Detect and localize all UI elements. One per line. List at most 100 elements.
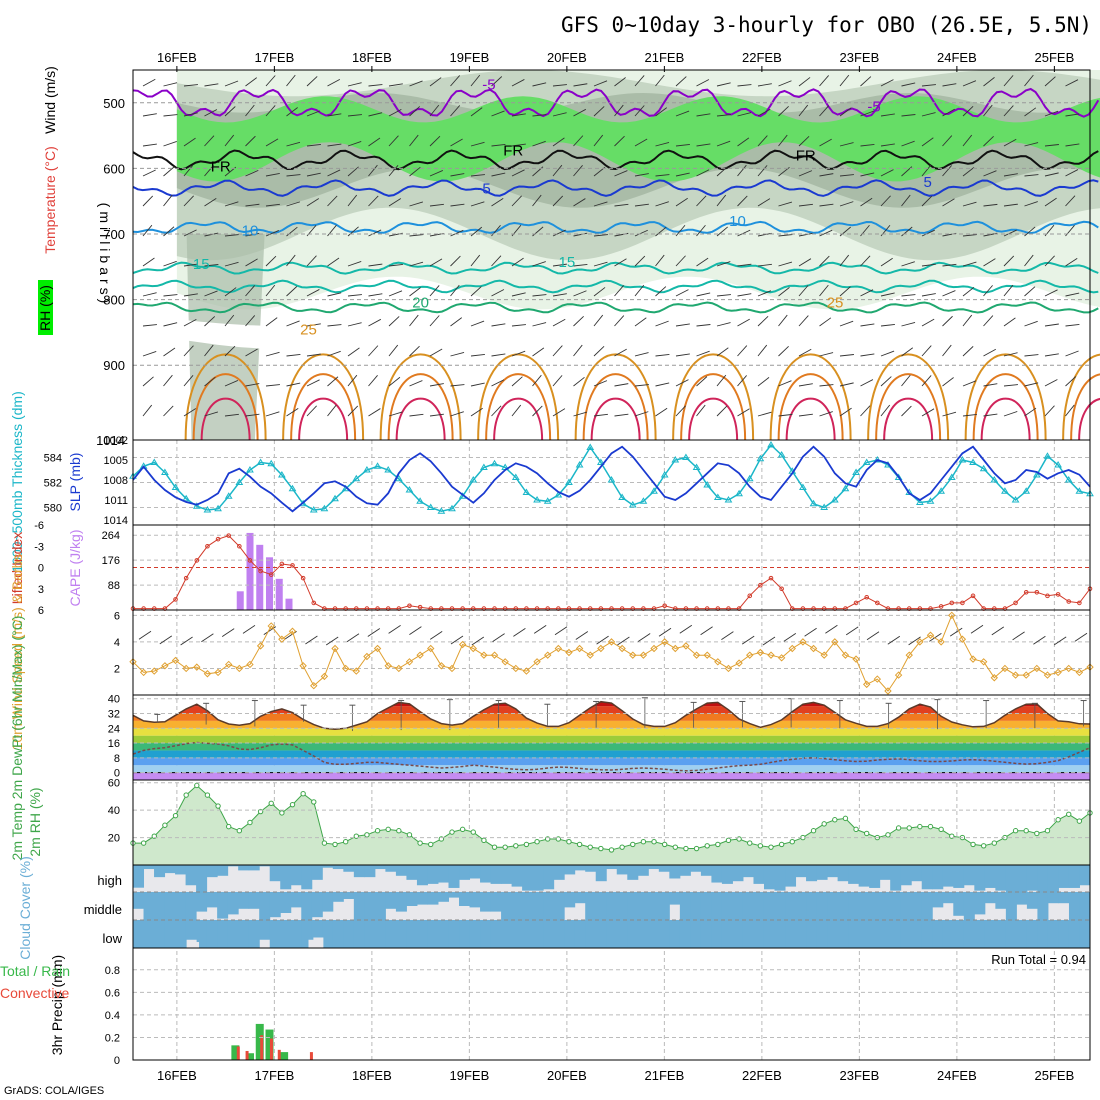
wind-barb (921, 293, 936, 297)
temp-band (133, 750, 1090, 758)
wind-barb (327, 195, 338, 207)
cloud-cell (995, 892, 1007, 909)
wind-speed-marker (416, 651, 424, 659)
wind-barb (880, 113, 895, 117)
wind-barb (552, 195, 564, 207)
wind-barb (737, 84, 752, 87)
wind-barb (286, 107, 298, 117)
temp-band (133, 757, 1090, 766)
rh-marker (725, 837, 732, 844)
wind-barb (839, 107, 852, 117)
wind-barb (962, 413, 977, 417)
cloud-cell (511, 892, 523, 920)
cloud-cell (585, 865, 597, 872)
precip-total-bar (265, 1029, 274, 1060)
lifted-marker (300, 575, 306, 581)
wind-barb (388, 83, 403, 87)
warm-contour (883, 397, 934, 441)
wind-speed-marker (671, 644, 680, 653)
wind-barb (163, 347, 176, 357)
wind-barb (183, 137, 196, 147)
warm-contour (875, 373, 942, 441)
wind-barb (1044, 255, 1055, 267)
wind-barb (388, 290, 403, 297)
isotherm-line (132, 301, 1099, 314)
wind-speed-marker (395, 664, 403, 673)
cloud-cell (627, 920, 639, 948)
temp-band (133, 765, 1090, 773)
surface-wind-barb (554, 626, 568, 636)
wind-barb (634, 284, 645, 297)
wind-barb (265, 411, 280, 417)
lifted-marker (758, 582, 763, 588)
cloud-cell (574, 920, 586, 948)
wind-barb (491, 323, 506, 327)
date-label-top: 19FEB (450, 50, 490, 65)
wind-barb (552, 137, 565, 147)
wind-barb (757, 165, 768, 177)
wind-barb (204, 165, 214, 177)
lifted-marker (311, 600, 317, 606)
cloud-cell (343, 865, 355, 872)
thickness-marker (246, 466, 254, 473)
cloud-cell (690, 920, 702, 948)
date-label-top: 21FEB (645, 50, 685, 65)
thickness-marker (394, 474, 403, 482)
wind-barb (757, 344, 768, 357)
rh-marker (268, 800, 274, 807)
wind-barb (470, 354, 485, 357)
cloud-cell (332, 920, 344, 948)
cloud-cell (1079, 920, 1091, 948)
date-label-top: 16FEB (157, 50, 197, 65)
cloud-cell (206, 920, 218, 948)
wind-barb (614, 104, 624, 117)
wind-barb (593, 380, 608, 387)
precip-conv-label: Convective (0, 985, 69, 1001)
rh-marker (991, 840, 997, 846)
pressure-tick-label: 1014 (96, 433, 125, 448)
cloud-cell (385, 892, 397, 909)
wind-barb (470, 141, 485, 147)
wind-barb (163, 294, 178, 297)
wind-barb (798, 232, 813, 237)
wind-barb (511, 143, 526, 147)
cloud-cell (574, 892, 586, 904)
wind-barb (1065, 169, 1079, 177)
thickness-marker (533, 496, 541, 503)
slp-line (132, 445, 1091, 513)
contour-label: 10 (729, 213, 746, 230)
rh-tick-label: 60 (108, 778, 120, 790)
cloud-cell (269, 920, 281, 948)
wind-barb (921, 345, 932, 357)
cloud-cell (858, 865, 870, 887)
surface-wind-barb (866, 631, 880, 641)
wind-barb (204, 411, 219, 417)
wind-barb (634, 173, 649, 177)
cloud-cell (543, 865, 555, 890)
wind-barb (593, 106, 605, 117)
precip-conv-bar (309, 1052, 313, 1060)
wind-barb (286, 320, 300, 327)
cloud-cell (679, 865, 691, 876)
wind-barb (265, 317, 278, 327)
slp-tick-label: 1014 (104, 515, 128, 527)
wind-barb (552, 375, 563, 387)
cloud-cell (742, 892, 754, 920)
rh-side-label: RH (%) (37, 285, 53, 331)
temp-bands (133, 701, 1090, 780)
wind-speed-marker (373, 644, 382, 653)
rh-marker (853, 826, 859, 833)
cloud-cell (185, 865, 197, 886)
warm-contour (298, 397, 349, 441)
wind-barb (778, 80, 792, 87)
wind-barb (142, 78, 156, 87)
wind-barb (614, 383, 629, 387)
wind-barb (429, 135, 441, 147)
warm-contour (688, 397, 739, 441)
wind-barb (245, 77, 257, 87)
wind-barb (409, 314, 419, 327)
wind-barb (819, 203, 834, 207)
wind-barb (552, 293, 567, 297)
rh-marker (236, 828, 243, 834)
rh-marker (481, 837, 487, 844)
